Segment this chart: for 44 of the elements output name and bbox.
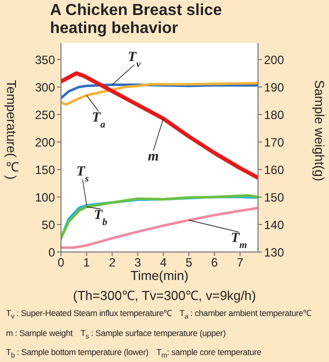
y2-tick-label: 130 [264,245,284,260]
series-label: T$_{b}$ [94,208,108,228]
series-label: T$_{a}$ [92,110,106,130]
text: T$_{s}$ : Sample surface temperature (upper) [80,328,226,340]
chart-title: A Chicken Breast slice heating behavior [50,2,223,38]
x-tick-label: 0 [58,256,65,270]
x-tick-label: 2 [108,256,116,270]
text: T$_{a}$ : chamber ambient temperature℃ [179,308,311,321]
y-tick-label: 150 [34,162,56,177]
text: T$_{m}$: sample core temperature [156,347,262,360]
x-tick-label: 7 [236,256,244,270]
x-tick-label: 4 [160,256,167,270]
x-tick-label: 3 [134,256,142,270]
y-tick-label: 250 [34,108,56,122]
line-series [61,206,258,249]
line-series [61,71,258,180]
y-tick-label: 100 [34,190,56,204]
y2-tick-label: 160 [264,162,284,177]
series-label: T$_{s}$ [76,164,89,184]
y-tick-label: 350 [34,52,56,67]
text: m : Sample weight [6,328,73,338]
x-tick-label: 5 [186,256,193,270]
line-series [61,82,258,106]
x-axis-title: Time(min) [129,268,190,283]
y-tick-label: 300 [34,80,56,94]
y2-axis-title: Sample weight(g) [312,80,327,184]
y-axis-title: Temperature(℃) [3,80,20,182]
y2-tick-label: 150 [264,190,284,204]
series-label: T$_{m}$ [230,231,248,251]
y-tick-label: 200 [34,135,56,150]
x-tick-label: 6 [211,256,218,270]
text: (Th=300℃, Tv=300℃, v=9kg/h) [72,287,257,304]
text: m [148,150,159,165]
y-tick-label: 50 [42,218,56,232]
y2-tick-label: 180 [264,108,284,122]
y-tick-label: 0 [48,245,56,260]
y2-tick-label: 170 [264,135,284,150]
x-tick-label: 1 [83,256,90,270]
y2-tick-label: 190 [264,80,284,94]
y2-tick-label: 200 [264,52,284,67]
text: T$_{b}$ : Sample bottom temperature (lower) [6,347,148,360]
y2-tick-label: 140 [264,218,284,232]
series-label: T$_{v}$ [128,50,142,70]
text: T$_{v}$ : Super-Heated Steam influx temperature℃ [6,308,172,321]
